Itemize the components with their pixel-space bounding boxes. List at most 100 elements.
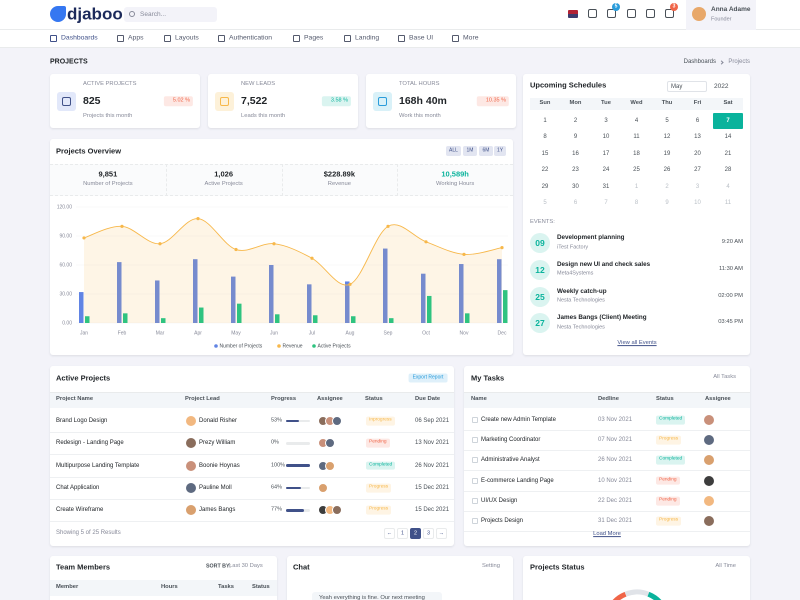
load-more[interactable]: Load More [593, 531, 621, 538]
calendar-day[interactable]: 28 [724, 167, 732, 174]
project-lead: Boonie Hoynas [199, 462, 240, 469]
calendar-day[interactable]: 6 [695, 118, 700, 124]
page-button[interactable] [423, 528, 434, 539]
task-checkbox[interactable] [472, 437, 478, 444]
task-checkbox[interactable] [472, 417, 478, 423]
page-button[interactable] [397, 528, 408, 539]
calendar-day[interactable]: 31 [602, 183, 610, 190]
task-checkbox[interactable] [472, 477, 478, 484]
calendar-day[interactable]: 8 [543, 134, 547, 141]
calendar-day[interactable]: 21 [724, 150, 732, 157]
task-date: 10 Nov 2021 [598, 477, 633, 484]
event-title[interactable]: Design new UI and check sales [557, 260, 651, 268]
calendar-day[interactable]: 15 [541, 150, 549, 157]
nav-item[interactable]: Authentication [229, 34, 273, 42]
calendar-day[interactable]: 7 [604, 200, 608, 206]
calendar-day[interactable]: 3 [604, 118, 608, 124]
calendar-day[interactable]: 22 [541, 167, 549, 174]
event-title[interactable]: James Bangs (Client) Meeting [557, 314, 647, 322]
filter-button[interactable] [494, 146, 506, 156]
nav-item[interactable]: Layouts [175, 34, 199, 42]
filter-button[interactable] [463, 146, 477, 156]
legend-marker [277, 344, 281, 348]
breadcrumb[interactable]: Dashboards [683, 59, 716, 65]
chat-setting[interactable]: Setting [481, 563, 500, 570]
calendar-day[interactable]: 2 [665, 183, 669, 190]
calendar-day[interactable]: 13 [694, 134, 701, 141]
calendar-day[interactable]: 4 [726, 183, 730, 190]
calendar-day[interactable]: 4 [634, 118, 639, 124]
revenue-point [272, 242, 276, 246]
nav-item[interactable]: Landing [355, 34, 380, 42]
revenue-point [424, 240, 428, 244]
project-name[interactable]: Multipurpose Landing Template [56, 462, 140, 469]
flag-icon[interactable] [568, 10, 578, 18]
calendar-day[interactable]: 2 [573, 118, 578, 124]
calendar-day[interactable]: 1 [543, 118, 547, 124]
project-name[interactable]: Redesign - Landing Page [56, 440, 124, 447]
project-name[interactable]: Create Wireframe [56, 507, 104, 514]
calendar-day[interactable]: 8 [634, 200, 639, 206]
calendar-day[interactable]: 29 [541, 183, 549, 190]
calendar-day[interactable]: 25 [633, 167, 640, 174]
calendar-day[interactable]: 11 [724, 200, 732, 206]
calendar-day[interactable]: 7 [726, 118, 730, 124]
event-title[interactable]: Weekly catch-up [557, 287, 607, 295]
project-name[interactable]: Chat Application [56, 484, 100, 491]
sort-value[interactable]: Last 30 Days [229, 563, 263, 570]
header-icon[interactable] [588, 9, 597, 18]
user-avatar[interactable] [692, 7, 706, 21]
calendar-day[interactable]: 30 [572, 183, 579, 190]
page-button[interactable] [410, 528, 421, 539]
calendar-day[interactable]: 5 [543, 200, 547, 206]
calendar-day[interactable]: 3 [695, 183, 700, 190]
header-icon[interactable] [646, 9, 655, 18]
page-button[interactable] [436, 528, 447, 539]
status-filter[interactable]: All Time [715, 563, 736, 570]
calendar-day[interactable]: 5 [665, 118, 669, 124]
calendar-day[interactable]: 26 [663, 167, 671, 174]
calendar-day[interactable]: 17 [602, 150, 610, 157]
nav-item[interactable]: Base UI [409, 34, 434, 42]
calendar-day[interactable]: 14 [724, 134, 732, 141]
nav-item[interactable]: Pages [304, 34, 324, 42]
calendar-day[interactable]: 18 [633, 150, 640, 157]
event-title[interactable]: Development planning [557, 233, 625, 241]
summary-value: $228.89k [323, 169, 356, 179]
calendar-day[interactable]: 10 [602, 134, 610, 141]
calendar-day[interactable]: 6 [573, 200, 578, 206]
header-icon[interactable] [627, 9, 636, 18]
table-header [464, 392, 750, 408]
task-filter[interactable]: All Tasks [713, 374, 736, 381]
year-label: 2022 [714, 82, 729, 90]
calendar-day[interactable]: 1 [634, 183, 639, 190]
progress-fill [286, 486, 302, 490]
month-select[interactable] [667, 81, 707, 92]
filter-button[interactable] [479, 146, 493, 156]
nav-item[interactable]: Apps [128, 34, 144, 42]
task-checkbox[interactable] [472, 457, 478, 464]
calendar-day[interactable]: 9 [573, 134, 578, 141]
calendar-day[interactable]: 9 [665, 200, 669, 206]
calendar-day[interactable]: 12 [663, 134, 671, 141]
calendar-day[interactable]: 11 [633, 134, 640, 141]
search-box[interactable] [124, 7, 217, 22]
header-icon[interactable] [607, 9, 616, 18]
export-button[interactable]: Export Report [408, 373, 448, 383]
calendar-day[interactable]: 19 [663, 150, 671, 157]
header-icon[interactable] [665, 9, 674, 18]
view-all-link[interactable]: View all Events [617, 340, 657, 347]
project-name[interactable]: Brand Logo Design [56, 418, 108, 424]
filter-button[interactable] [446, 146, 461, 156]
calendar-day[interactable]: 10 [694, 200, 701, 206]
task-checkbox[interactable] [472, 518, 478, 524]
page-button[interactable] [384, 528, 395, 539]
nav-item[interactable]: Dashboards [61, 34, 98, 42]
task-checkbox[interactable] [472, 497, 478, 504]
calendar-day[interactable]: 16 [572, 150, 579, 157]
nav-item[interactable]: More [463, 34, 479, 42]
calendar-day[interactable]: 24 [602, 167, 610, 174]
calendar-day[interactable]: 27 [694, 167, 701, 174]
calendar-day[interactable]: 20 [694, 150, 701, 157]
calendar-day[interactable]: 23 [572, 167, 579, 174]
